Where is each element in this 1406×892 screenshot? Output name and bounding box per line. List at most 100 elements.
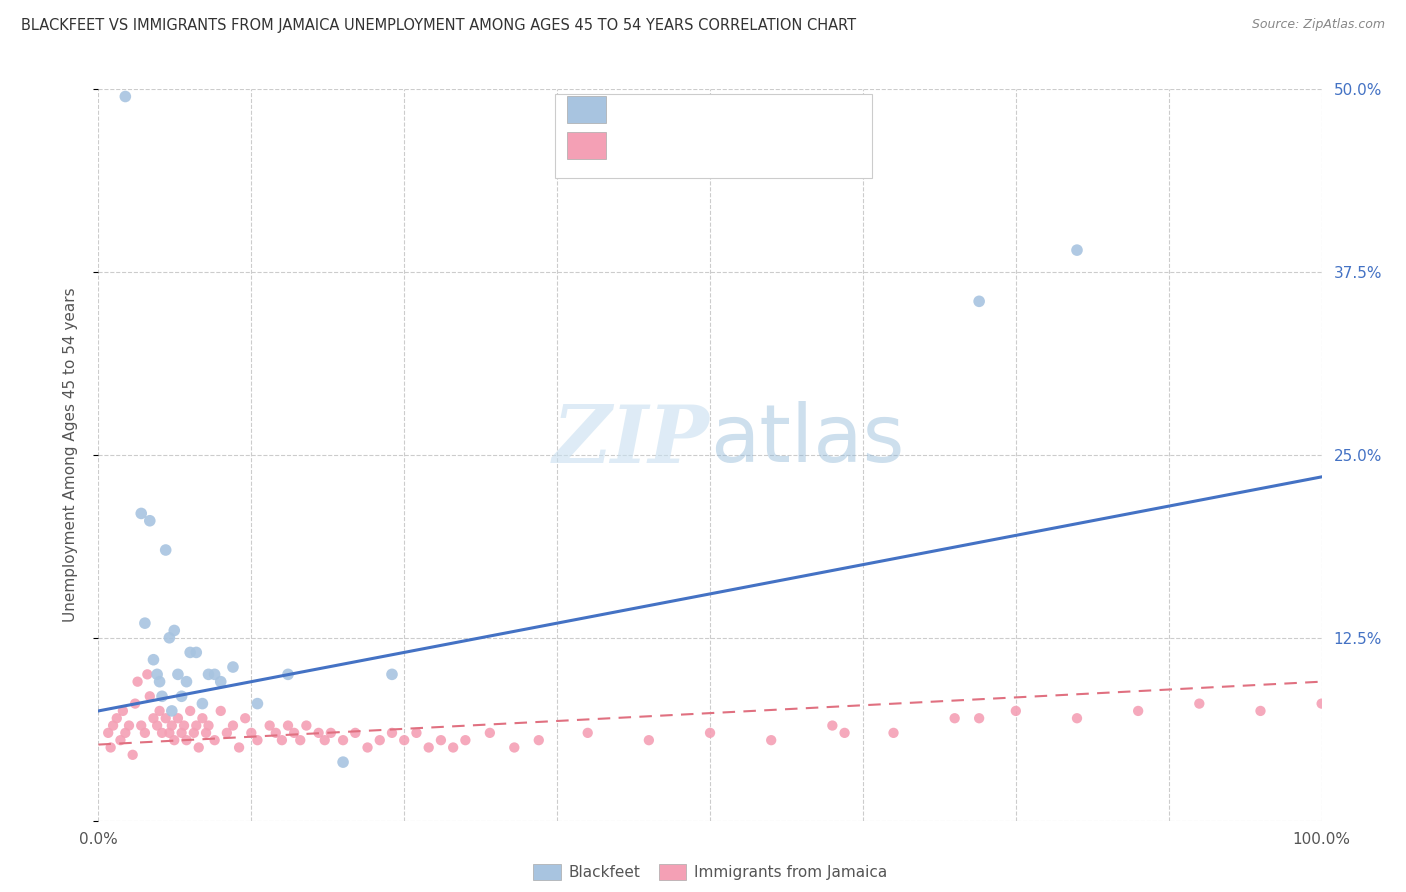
Point — [129, 507, 152, 521]
Point — [314, 733, 336, 747]
Point — [176, 733, 198, 747]
Point — [233, 711, 256, 725]
Point — [129, 718, 152, 732]
Point — [163, 624, 186, 638]
Point — [170, 690, 193, 704]
Point — [259, 718, 281, 732]
Point — [576, 726, 599, 740]
Point — [139, 514, 162, 528]
Point — [167, 667, 190, 681]
Point — [1066, 711, 1088, 725]
Point — [136, 667, 159, 681]
Point — [110, 733, 132, 747]
Point — [186, 718, 208, 732]
Point — [142, 711, 165, 725]
Point — [834, 726, 856, 740]
Point — [173, 718, 195, 732]
Text: R =: R = — [614, 101, 651, 119]
Point — [146, 667, 169, 681]
Point — [191, 711, 214, 725]
Point — [134, 616, 156, 631]
Point — [186, 645, 208, 659]
Point — [283, 726, 305, 740]
Point — [105, 711, 128, 725]
Text: 28: 28 — [755, 101, 776, 119]
Point — [368, 733, 391, 747]
Y-axis label: Unemployment Among Ages 45 to 54 years: Unemployment Among Ages 45 to 54 years — [63, 287, 77, 623]
Point — [430, 733, 453, 747]
Point — [270, 733, 294, 747]
Point — [967, 294, 990, 309]
Point — [503, 740, 526, 755]
Point — [222, 660, 245, 674]
Point — [240, 726, 263, 740]
Point — [191, 697, 214, 711]
Point — [124, 697, 146, 711]
Point — [150, 690, 173, 704]
Point — [111, 704, 134, 718]
Point — [134, 726, 156, 740]
Point — [146, 718, 169, 732]
Point — [215, 726, 238, 740]
Point — [1310, 697, 1333, 711]
Point — [179, 704, 201, 718]
Point — [197, 718, 219, 732]
Point — [163, 733, 186, 747]
Point — [699, 726, 721, 740]
Point — [381, 667, 404, 681]
Point — [187, 740, 209, 755]
Text: ZIP: ZIP — [553, 401, 710, 479]
Point — [149, 674, 172, 689]
Point — [356, 740, 378, 755]
Text: 0.361: 0.361 — [657, 101, 704, 119]
Point — [246, 697, 269, 711]
Text: BLACKFEET VS IMMIGRANTS FROM JAMAICA UNEMPLOYMENT AMONG AGES 45 TO 54 YEARS CORR: BLACKFEET VS IMMIGRANTS FROM JAMAICA UNE… — [21, 18, 856, 33]
Point — [1128, 704, 1150, 718]
Point — [821, 718, 844, 732]
Point — [332, 733, 354, 747]
Point — [176, 674, 198, 689]
Text: 0.074: 0.074 — [657, 136, 704, 154]
Point — [183, 726, 205, 740]
Point — [1004, 704, 1026, 718]
Point — [150, 726, 173, 740]
Point — [179, 645, 201, 659]
Text: R =: R = — [614, 136, 651, 154]
Point — [142, 653, 165, 667]
Point — [160, 704, 183, 718]
Point — [295, 718, 318, 732]
Point — [121, 747, 143, 762]
Point — [308, 726, 330, 740]
Point — [155, 711, 177, 725]
Legend: Blackfeet, Immigrants from Jamaica: Blackfeet, Immigrants from Jamaica — [527, 858, 893, 886]
Point — [149, 704, 172, 718]
Point — [290, 733, 312, 747]
Point — [101, 718, 124, 732]
Point — [197, 667, 219, 681]
Point — [1188, 697, 1211, 711]
Point — [405, 726, 427, 740]
Point — [160, 718, 183, 732]
Point — [332, 755, 354, 769]
Point — [118, 718, 141, 732]
Point — [441, 740, 464, 755]
Point — [344, 726, 367, 740]
Point — [264, 726, 287, 740]
Point — [761, 733, 783, 747]
Text: N =: N = — [716, 101, 752, 119]
Point — [114, 726, 136, 740]
Text: Source: ZipAtlas.com: Source: ZipAtlas.com — [1251, 18, 1385, 31]
Point — [127, 674, 149, 689]
Point — [228, 740, 250, 755]
Point — [883, 726, 905, 740]
Point — [167, 711, 190, 725]
Point — [209, 704, 232, 718]
Point — [1066, 243, 1088, 257]
Point — [114, 89, 136, 103]
Point — [157, 726, 180, 740]
Point — [204, 667, 226, 681]
Point — [209, 674, 232, 689]
Point — [157, 631, 180, 645]
Point — [100, 740, 122, 755]
Point — [246, 733, 269, 747]
